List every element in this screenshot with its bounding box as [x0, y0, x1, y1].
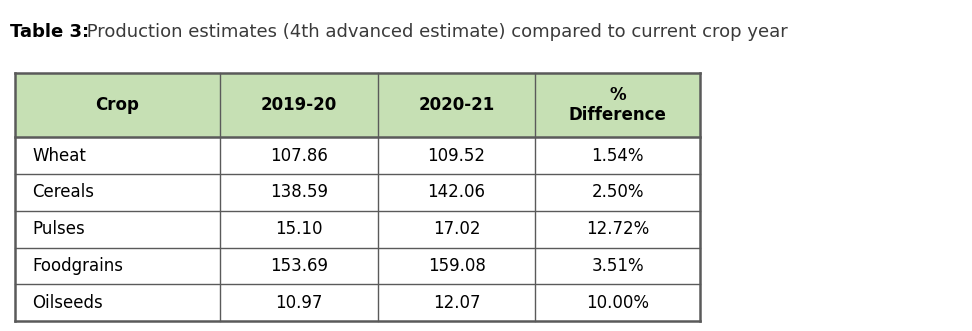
Text: %
Difference: % Difference [569, 86, 667, 124]
Point [9, 246, 20, 250]
Point [214, 319, 226, 323]
Text: 17.02: 17.02 [433, 220, 480, 238]
Text: 153.69: 153.69 [270, 257, 328, 275]
Text: 15.10: 15.10 [275, 220, 323, 238]
Point [9, 209, 20, 213]
Point [372, 71, 384, 75]
Point [694, 282, 706, 286]
Point [9, 172, 20, 176]
Text: 2020-21: 2020-21 [419, 96, 495, 114]
Point [694, 319, 706, 323]
Point [694, 319, 706, 323]
Text: 1.54%: 1.54% [591, 147, 643, 165]
Point [694, 209, 706, 213]
Text: 12.72%: 12.72% [586, 220, 649, 238]
Text: 2019-20: 2019-20 [260, 96, 337, 114]
Text: 3.51%: 3.51% [591, 257, 643, 275]
Text: Pulses: Pulses [32, 220, 85, 238]
Text: 138.59: 138.59 [270, 183, 328, 202]
Text: 107.86: 107.86 [270, 147, 328, 165]
Point [530, 71, 541, 75]
Text: 10.00%: 10.00% [586, 294, 649, 312]
Point [9, 282, 20, 286]
Point [694, 71, 706, 75]
Bar [15, 211, 700, 248]
Point [9, 135, 20, 139]
Bar [15, 174, 700, 211]
Text: Crop: Crop [95, 96, 139, 114]
Point [694, 246, 706, 250]
Text: 159.08: 159.08 [428, 257, 485, 275]
Text: 109.52: 109.52 [428, 147, 486, 165]
Point [694, 172, 706, 176]
Bar [15, 284, 700, 321]
Point [9, 71, 20, 75]
Text: Foodgrains: Foodgrains [32, 257, 123, 275]
Text: 142.06: 142.06 [428, 183, 486, 202]
Text: Table 3:: Table 3: [10, 23, 88, 41]
Text: 10.97: 10.97 [275, 294, 323, 312]
Point [694, 135, 706, 139]
Point [9, 319, 20, 323]
Point [9, 71, 20, 75]
Bar [15, 73, 700, 137]
Text: 12.07: 12.07 [433, 294, 480, 312]
Bar [15, 248, 700, 284]
Point [9, 319, 20, 323]
Point [372, 319, 384, 323]
Point [694, 71, 706, 75]
Text: 2.50%: 2.50% [591, 183, 643, 202]
Text: Production estimates (4th advanced estimate) compared to current crop year: Production estimates (4th advanced estim… [81, 23, 787, 41]
Point [214, 71, 226, 75]
Text: Oilseeds: Oilseeds [32, 294, 103, 312]
Text: Wheat: Wheat [32, 147, 86, 165]
Point [530, 319, 541, 323]
Bar [15, 137, 700, 174]
Text: Cereals: Cereals [32, 183, 94, 202]
